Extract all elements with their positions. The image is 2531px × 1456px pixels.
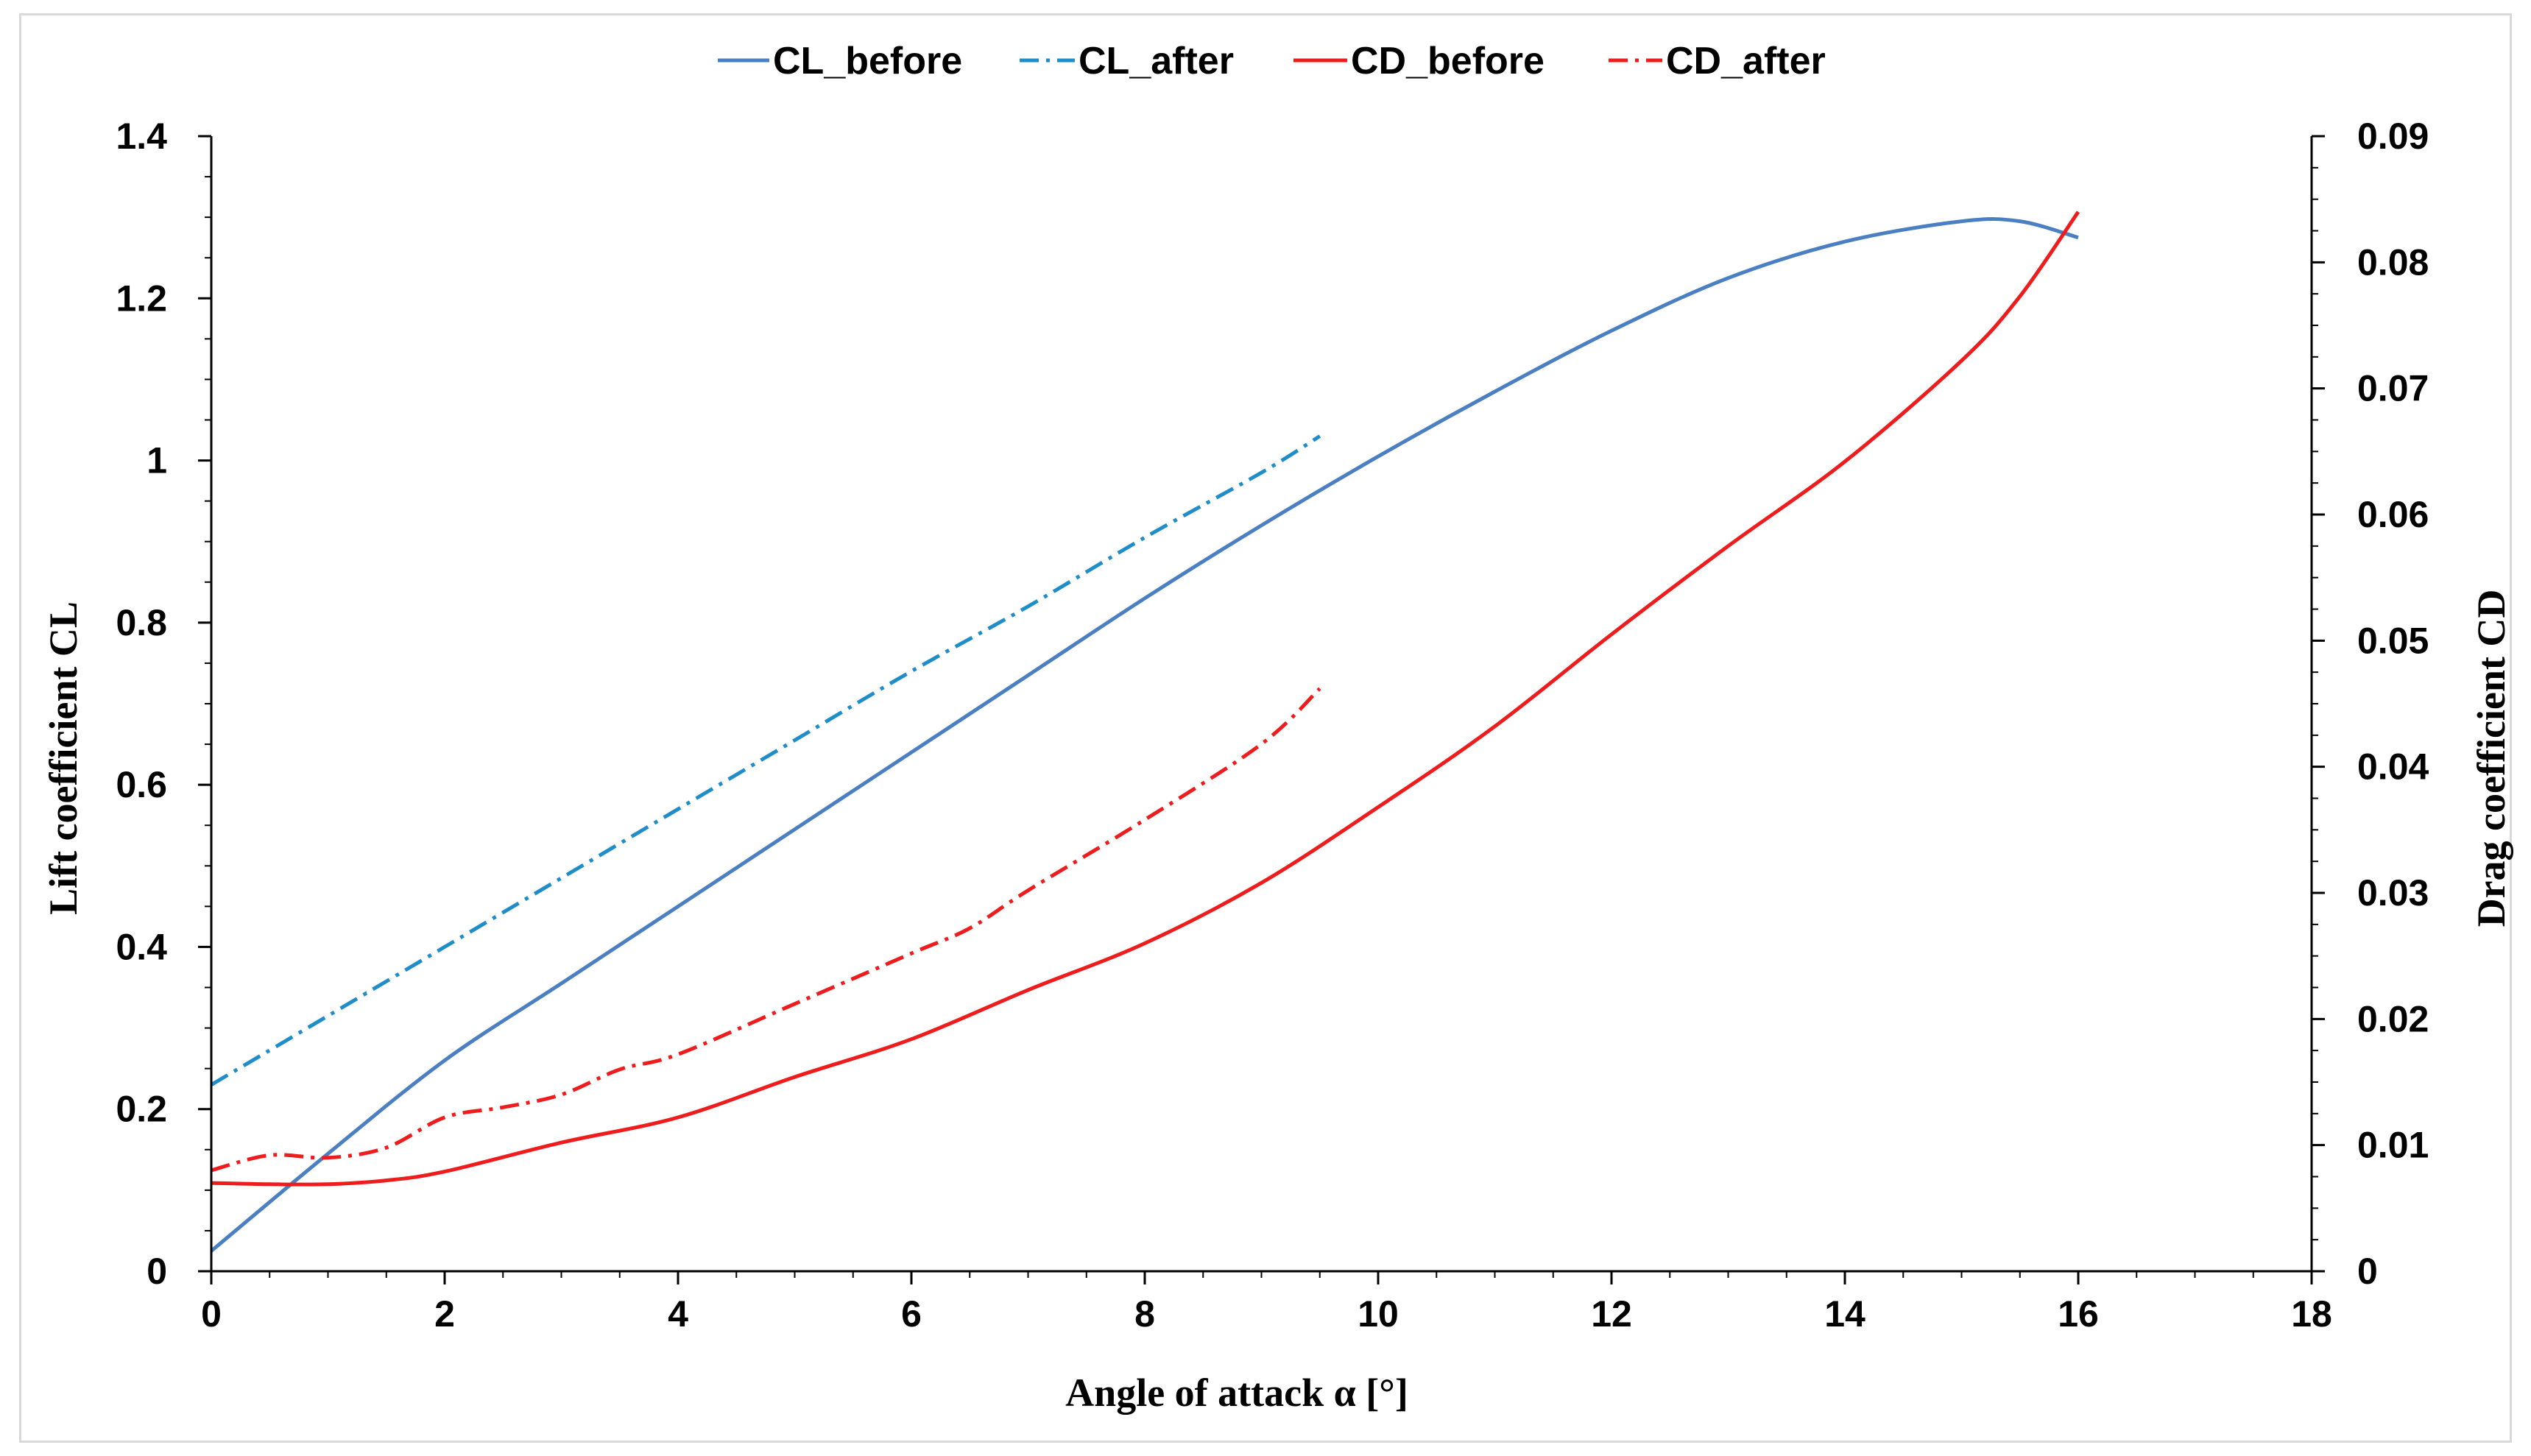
- series-line-cl-before: [210, 217, 2079, 1253]
- y-right-tick-label: 0.06: [2357, 494, 2429, 535]
- y-left-tick-label: 0.6: [116, 764, 167, 805]
- y-left-tick-label: 1.4: [116, 116, 167, 157]
- legend-item-cd-before: CD_before: [1293, 40, 1545, 82]
- x-tick-label: 0: [201, 1293, 222, 1335]
- legend: CL_before CL_after CD_before CD_after: [718, 40, 1826, 82]
- legend-label-cl-before: CL_before: [773, 40, 962, 82]
- x-tick-label: 10: [1358, 1293, 1399, 1335]
- y-right-axis-title: Drag coefficient CD: [2469, 590, 2513, 927]
- y-right-tick-label: 0.01: [2357, 1125, 2429, 1166]
- x-tick-label: 16: [2058, 1293, 2099, 1335]
- y-right-tick-label: 0.07: [2357, 368, 2429, 409]
- y-left-tick-label: 1: [147, 440, 167, 481]
- legend-item-cd-after: CD_after: [1609, 40, 1826, 82]
- x-tick-label: 4: [668, 1293, 688, 1335]
- x-tick-label: 12: [1591, 1293, 1632, 1335]
- legend-item-cl-before: CL_before: [718, 40, 962, 82]
- x-tick-label: 14: [1824, 1293, 1865, 1335]
- plot-lines: [210, 211, 2080, 1253]
- chart-frame: [19, 13, 2512, 1443]
- x-tick-label: 8: [1134, 1293, 1155, 1335]
- y-left-ticks: 0 0.2 0.4 0.6 0.8 1 1.2 1.4: [116, 116, 211, 1292]
- x-ticks: 0 2 4 6 8 10 12 14 16 18: [201, 1271, 2332, 1335]
- series-line-cd-before: [211, 211, 2080, 1187]
- y-right-tick-label: 0.05: [2357, 620, 2429, 661]
- y-right-tick-label: 0.08: [2357, 241, 2429, 283]
- y-right-tick-label: 0: [2357, 1251, 2378, 1292]
- y-left-tick-label: 0: [147, 1251, 167, 1292]
- y-right-tick-label: 0.09: [2357, 116, 2429, 157]
- series-line-cd-after: [211, 687, 1321, 1173]
- y-right-tick-label: 0.04: [2357, 746, 2429, 788]
- axes-group: 0 2 4 6 8 10 12 14 16 18 0 0.2 0.4 0.6 0.8 1 1.2 1.4 0 0.…: [116, 116, 2429, 1335]
- x-tick-label: 2: [434, 1293, 455, 1335]
- y-left-axis-title: Lift coefficient CL: [41, 601, 85, 915]
- y-right-tick-label: 0.03: [2357, 872, 2429, 913]
- x-tick-label: 18: [2291, 1293, 2332, 1335]
- y-left-tick-label: 0.8: [116, 602, 167, 643]
- x-tick-label: 6: [901, 1293, 922, 1335]
- legend-label-cl-after: CL_after: [1079, 40, 1234, 82]
- y-left-tick-label: 0.2: [116, 1089, 167, 1130]
- series-line-cl-after: [210, 434, 1321, 1086]
- y-right-tick-label: 0.02: [2357, 998, 2429, 1039]
- legend-label-cd-after: CD_after: [1666, 40, 1826, 82]
- y-left-tick-label: 1.2: [116, 278, 167, 319]
- y-left-tick-label: 0.4: [116, 926, 167, 967]
- x-axis-title: Angle of attack α [°]: [1065, 1371, 1408, 1415]
- legend-item-cl-after: CL_after: [1020, 40, 1234, 82]
- legend-label-cd-before: CD_before: [1351, 40, 1545, 82]
- y-right-ticks: 0 0.01 0.02 0.03 0.04 0.05 0.06 0.07 0.08 0.09: [2312, 116, 2429, 1292]
